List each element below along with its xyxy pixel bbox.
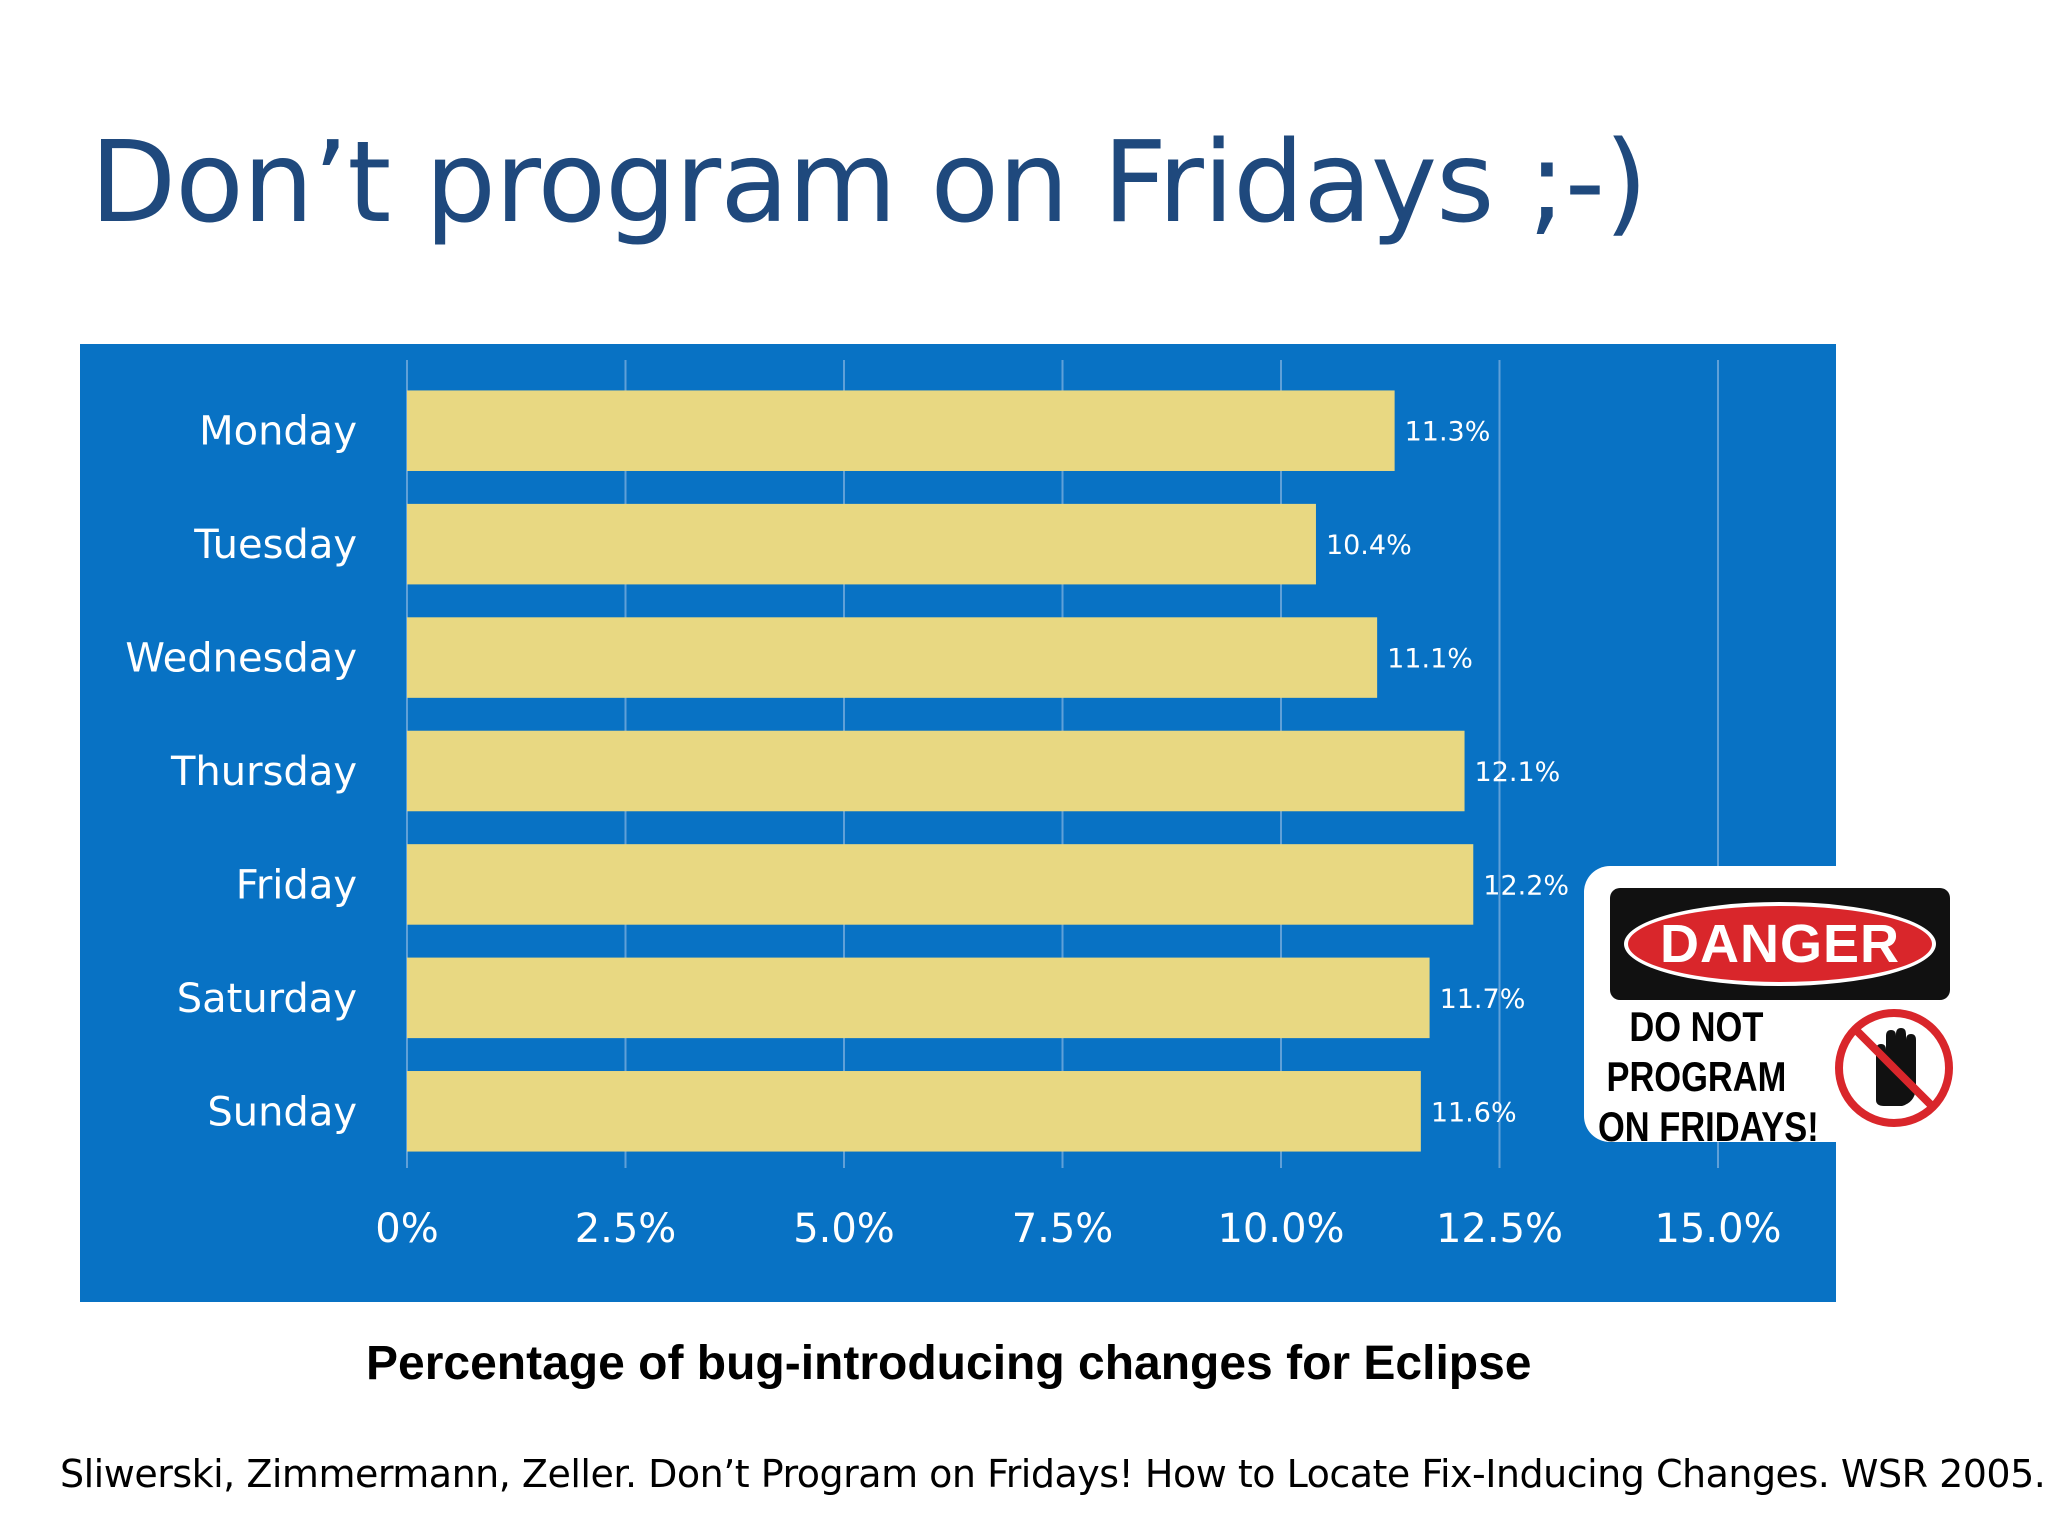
category-label: Saturday [177, 976, 357, 1022]
tick-label: 2.5% [575, 1206, 677, 1252]
category-label: Thursday [170, 749, 357, 795]
chart-caption: Percentage of bug-introducing changes fo… [366, 1337, 1532, 1390]
tick-label: 0% [375, 1206, 438, 1252]
bar [407, 844, 1474, 925]
value-label: 11.3% [1405, 417, 1491, 448]
bar [407, 730, 1465, 812]
chart-svg: Monday 11.3% Tuesday 10.4% Wednesday 11.1% Thu… [125, 360, 1782, 1252]
value-label: 10.4% [1326, 530, 1412, 561]
danger-line-3: ON FRIDAYS! [1598, 1103, 1819, 1150]
danger-oval: DANGER [1624, 902, 1936, 986]
danger-line-2: PROGRAM [1606, 1053, 1787, 1100]
category-label: Wednesday [125, 636, 357, 682]
slide-title: Don’t program on Fridays ;-) [90, 118, 1648, 248]
tick-label: 7.5% [1012, 1206, 1114, 1252]
tick-label: 5.0% [793, 1206, 895, 1252]
tick-label: 15.0% [1654, 1206, 1781, 1252]
value-label: 11.6% [1431, 1097, 1517, 1128]
category-label: Friday [236, 862, 357, 908]
bar-chart: Monday 11.3% Tuesday 10.4% Wednesday 11.1% Thu… [80, 344, 1836, 1302]
bar [407, 957, 1430, 1039]
danger-message: DO NOT PROGRAM ON FRIDAYS! [1598, 1002, 1819, 1152]
danger-header: DANGER [1610, 888, 1950, 1000]
bar [407, 390, 1395, 471]
danger-word: DANGER [1659, 914, 1900, 974]
value-label: 11.1% [1387, 644, 1473, 675]
bar [407, 1071, 1421, 1152]
category-label: Monday [199, 409, 357, 455]
tick-label: 10.0% [1217, 1206, 1344, 1252]
category-label: Tuesday [193, 522, 357, 568]
category-label: Sunday [207, 1089, 357, 1135]
bar [407, 617, 1378, 698]
tick-label: 12.5% [1436, 1206, 1563, 1252]
value-label: 12.2% [1483, 870, 1569, 901]
no-hand-icon [1835, 1009, 1953, 1127]
bar [407, 503, 1316, 585]
danger-sign: DANGER DO NOT PROGRAM ON FRIDAYS! [1584, 866, 1953, 1150]
danger-line-1: DO NOT [1629, 1003, 1764, 1050]
citation: Sliwerski, Zimmermann, Zeller. Don’t Pro… [60, 1452, 2046, 1496]
value-label: 11.7% [1440, 984, 1526, 1015]
value-label: 12.1% [1475, 757, 1561, 788]
